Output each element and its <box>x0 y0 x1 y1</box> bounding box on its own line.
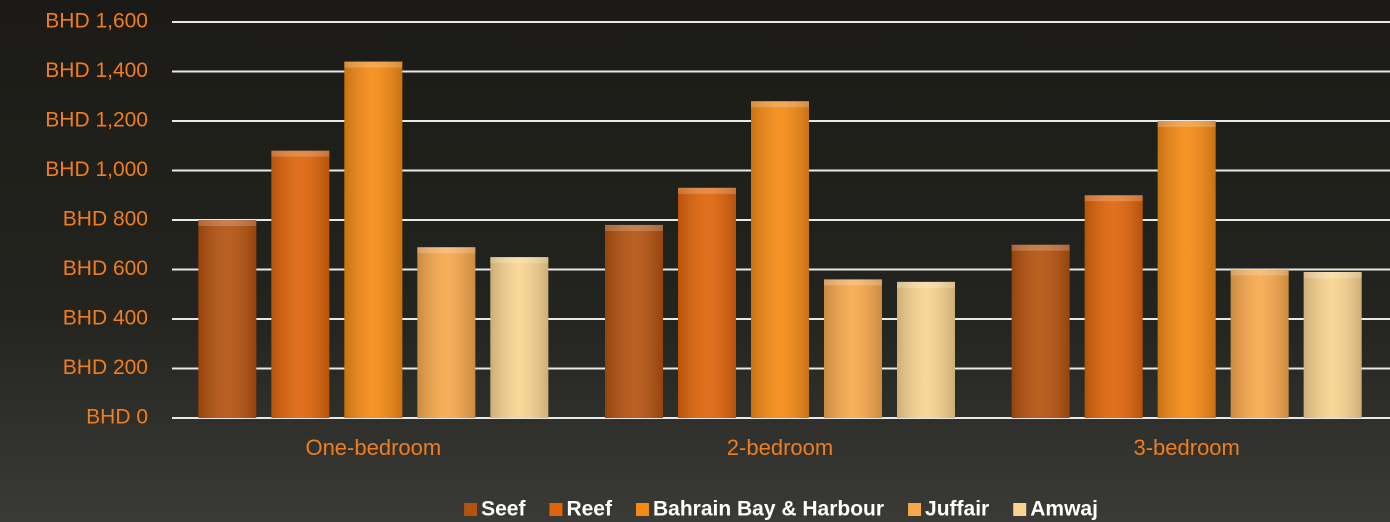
legend-swatch <box>635 503 649 516</box>
legend-label: Seef <box>481 498 526 521</box>
bar-cap <box>1011 244 1070 251</box>
y-tick-label: BHD 400 <box>63 307 148 330</box>
bar-cap <box>678 187 736 194</box>
bar-shade <box>605 224 663 418</box>
x-tick-label: 2-bedroom <box>727 435 833 460</box>
bar-cap <box>824 279 882 286</box>
bar-shade <box>490 257 549 418</box>
y-tick-label: BHD 600 <box>63 257 148 280</box>
bar-cap <box>1084 195 1143 202</box>
legend-label: Reef <box>566 498 613 521</box>
x-tick-label: One-bedroom <box>305 435 441 460</box>
legend-swatch <box>464 503 478 516</box>
bar-cap <box>1230 269 1289 276</box>
bar-cap <box>417 247 476 254</box>
bar-shade <box>897 281 955 418</box>
y-tick-label: BHD 1,200 <box>45 109 148 132</box>
bar-shade <box>1084 195 1143 418</box>
bar-shade <box>344 61 403 418</box>
legend-swatch <box>908 503 922 516</box>
bar-shade <box>678 187 736 418</box>
bar-shade <box>271 150 330 418</box>
bar-shade <box>1157 121 1216 418</box>
legend-swatch <box>549 503 563 516</box>
bar-cap <box>897 281 955 288</box>
y-tick-label: BHD 0 <box>86 406 148 429</box>
bar-shade <box>824 279 882 418</box>
legend-swatch <box>1013 503 1027 516</box>
bar-shade <box>1230 269 1289 418</box>
y-tick-label: BHD 1,600 <box>45 10 148 33</box>
bar-cap <box>751 101 809 108</box>
bar-shade <box>1011 244 1070 418</box>
bar-cap <box>271 150 330 157</box>
bar-shade <box>417 247 476 418</box>
legend-label: Bahrain Bay & Harbour <box>653 498 884 521</box>
legend-label: Juffair <box>925 498 989 521</box>
y-tick-label: BHD 800 <box>63 208 148 231</box>
x-tick-label: 3-bedroom <box>1133 435 1239 460</box>
bar-shade <box>198 220 257 418</box>
y-tick-label: BHD 1,000 <box>45 158 148 181</box>
bar-cap <box>1157 121 1216 127</box>
bar-cap <box>344 61 403 68</box>
bar-cap <box>198 220 257 226</box>
y-tick-label: BHD 1,400 <box>45 59 148 82</box>
bar-cap <box>605 224 663 231</box>
bar-shade <box>1303 271 1362 418</box>
bar-shade <box>751 101 809 418</box>
y-tick-label: BHD 200 <box>63 356 148 379</box>
bar-cap <box>490 257 549 264</box>
bar-cap <box>1303 271 1362 278</box>
legend-label: Amwaj <box>1030 498 1098 521</box>
legend: Seef Reef Bahrain Bay & Harbour Juffair Amwa… <box>464 498 1098 521</box>
